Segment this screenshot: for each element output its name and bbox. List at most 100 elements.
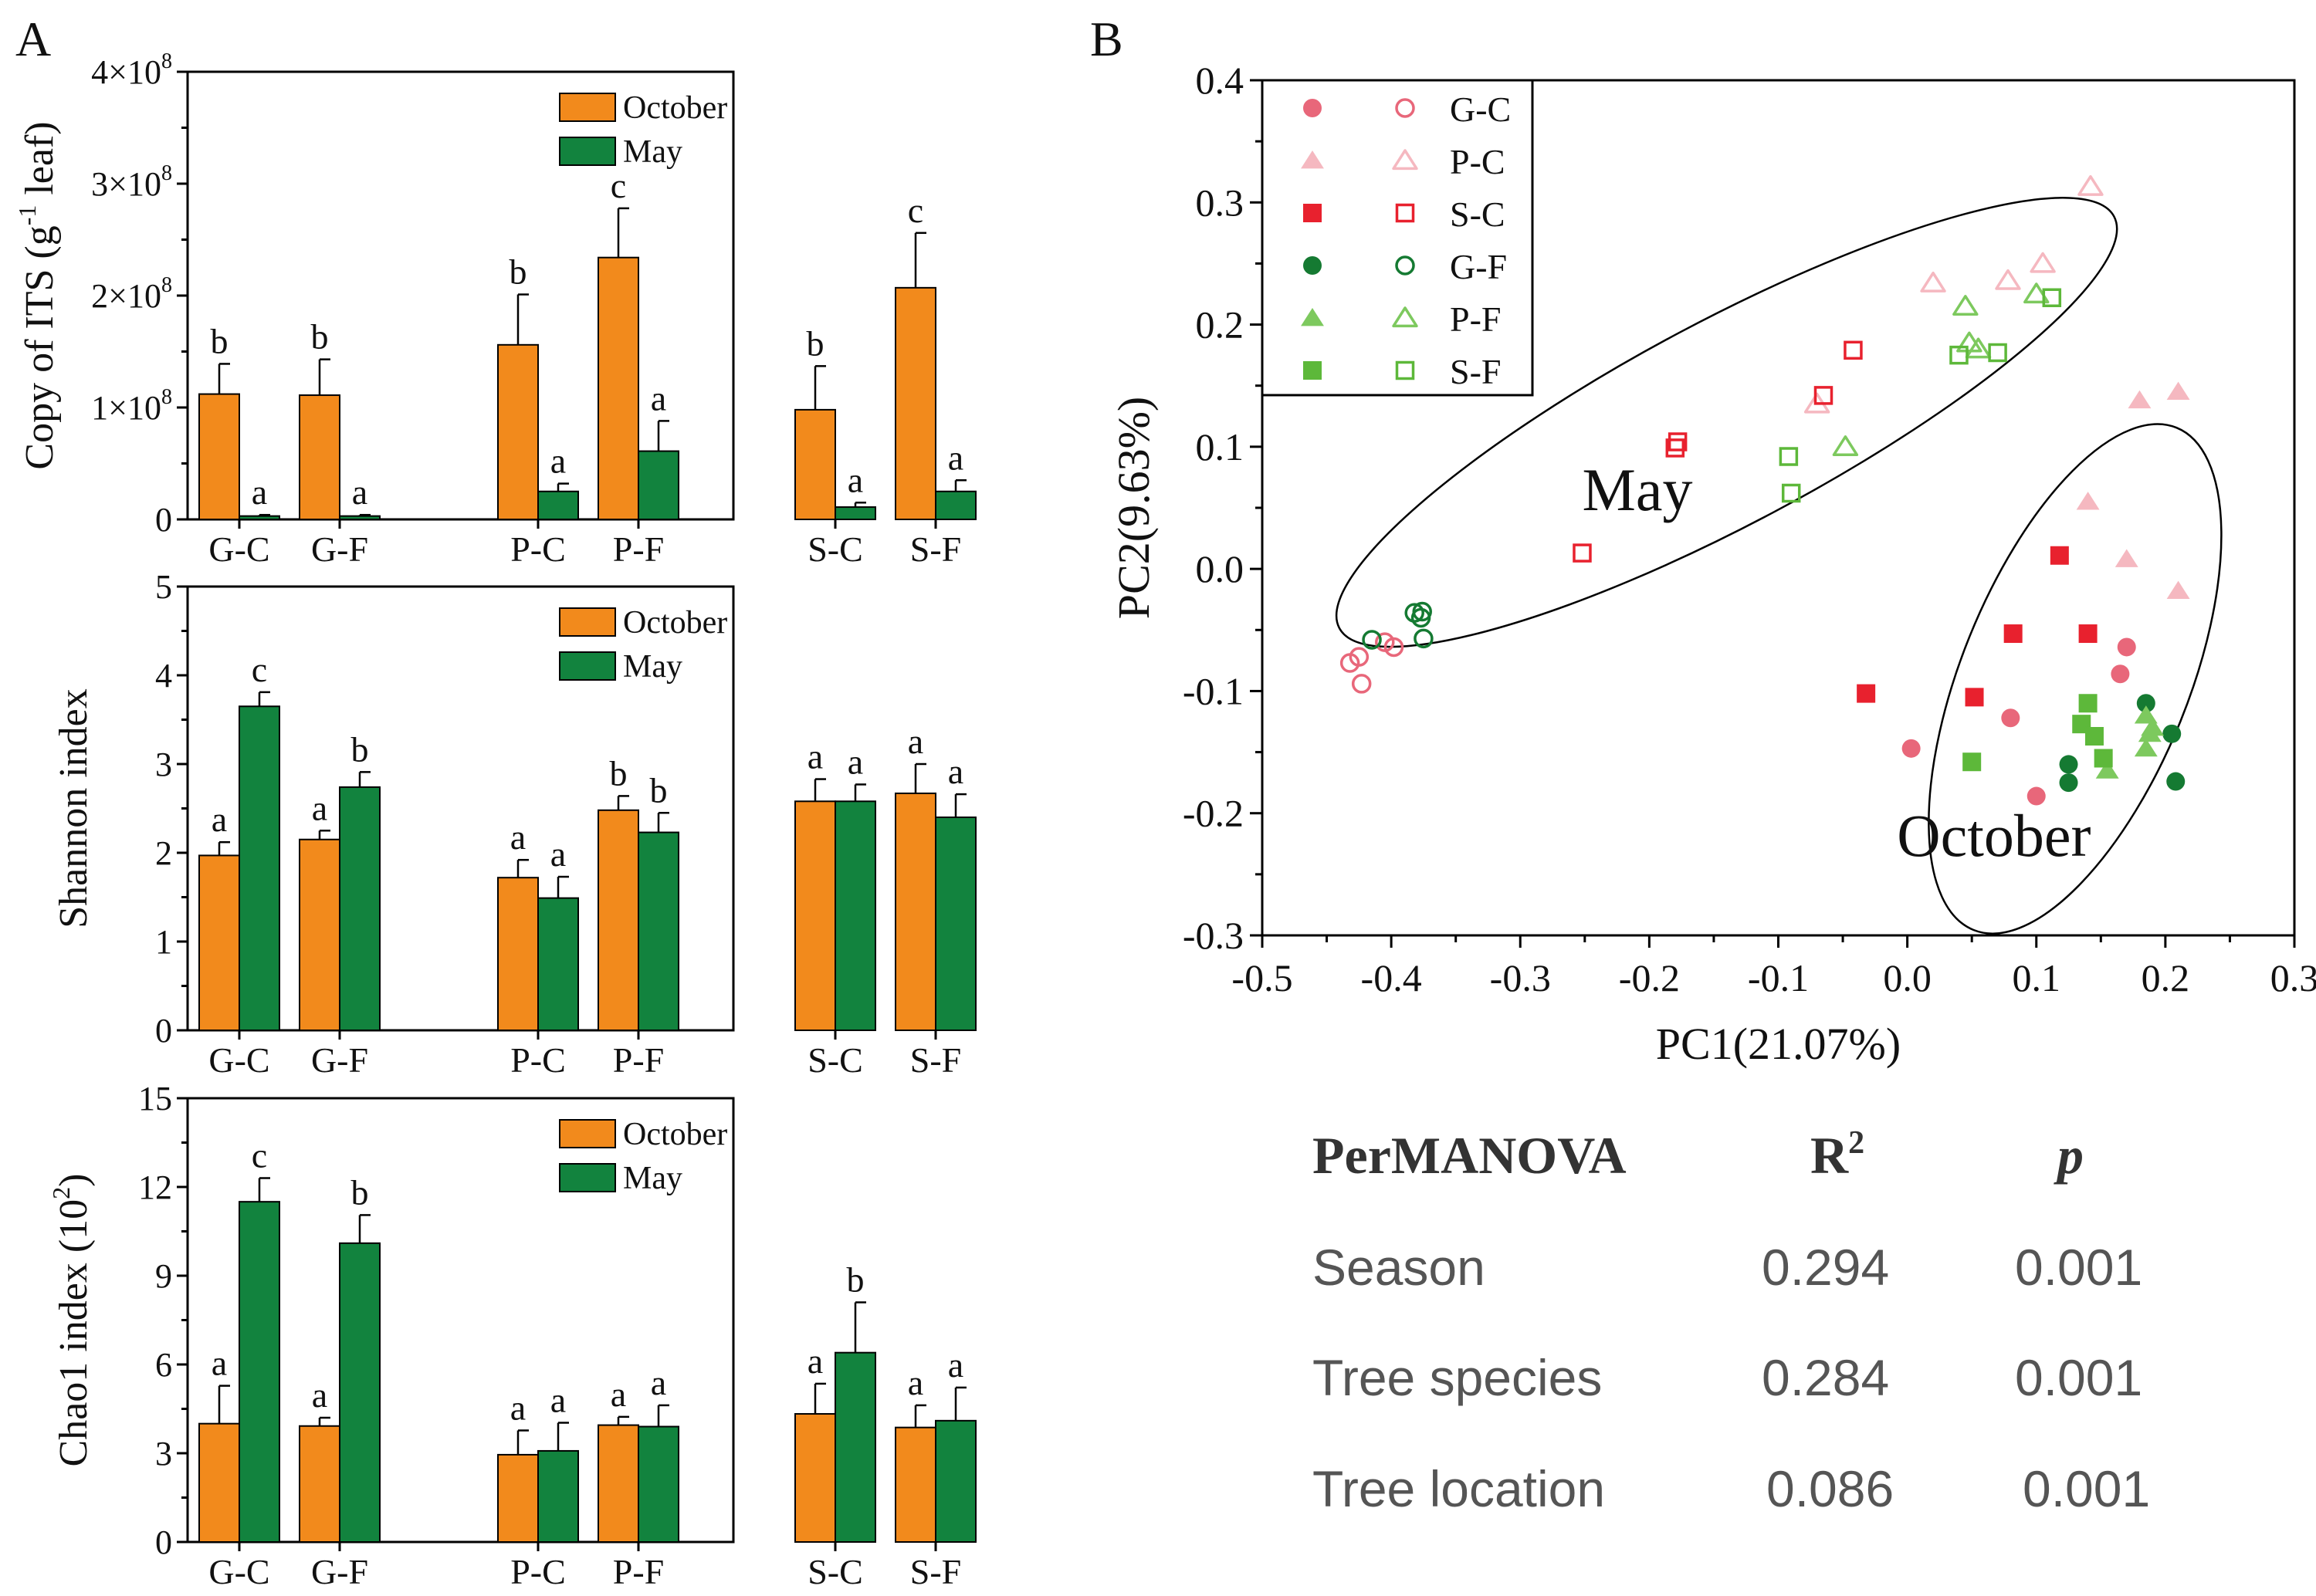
pca-y-tick-label: -0.3 [1183, 914, 1244, 957]
its-y-axis-label: Copy of ITS (g-1 leaf) [13, 121, 62, 469]
point-s-c-october [2003, 624, 2023, 644]
point-g-c-may [1351, 674, 1372, 694]
its-x-tick-label: G-C [208, 529, 269, 569]
chao1-bar-G-F-october [299, 1425, 340, 1543]
pca-y-tick-label: 0.3 [1196, 181, 1244, 224]
point-p-c-may [1995, 269, 2021, 290]
chao1-significance-letter: a [948, 1345, 963, 1385]
shannon-legend-swatch-may [559, 651, 616, 681]
chao1-significance-letter: b [351, 1172, 369, 1212]
chao1-legend-label-may: May [623, 1161, 682, 1196]
pca-x-tick-label: -0.3 [1490, 956, 1551, 999]
shannon-bar-P-C-october [497, 877, 539, 1031]
table-header-p: p [2054, 1126, 2084, 1185]
point-s-c-may [1668, 432, 1688, 451]
its-significance-letter: a [651, 378, 666, 418]
shannon-y-tick-label: 2 [155, 834, 172, 872]
point-s-c-october [2050, 546, 2069, 565]
point-s-c-may [1844, 340, 1863, 360]
table-row-location-p: 0.001 [2023, 1460, 2150, 1517]
point-p-f-october [2134, 738, 2158, 757]
pca-scatter-chart: -0.5 -0.4 -0.3 -0.2 -0.1 0.0 0.1 0.2 0.3 -0.3 -0.2… [1109, 59, 2316, 1069]
chao1-y-axis-label: Chao1 index (102) [47, 1174, 96, 1467]
panel-label-a: A [15, 12, 51, 66]
pca-x-tick-label: -0.1 [1748, 956, 1809, 999]
shannon-x-tick-label: P-C [510, 1040, 566, 1080]
point-p-f-may [1952, 295, 1979, 316]
its-y-tick-exponent: 8 [161, 161, 172, 185]
point-p-f-may [2023, 282, 2050, 304]
pca-x-tick-label: 0.2 [2142, 956, 2190, 999]
pca-x-tick-label: 0.0 [1883, 956, 1932, 999]
pca-x-tick-label: -0.5 [1231, 956, 1292, 999]
table-row-species-r2: 0.284 [1762, 1349, 1889, 1406]
pca-y-tick-label: 0.1 [1196, 425, 1244, 468]
shannon-y-axis-label-main: Shannon index [52, 688, 96, 928]
its-legend-label-october: October [623, 90, 727, 126]
point-g-c-october [1901, 739, 1921, 758]
shannon-x-tick-label: G-C [208, 1040, 269, 1080]
pca-y-tick-label: -0.1 [1183, 669, 1244, 712]
chao1-significance-letter: a [550, 1381, 566, 1420]
shannon-x-tick-label: G-F [311, 1040, 368, 1080]
shannon-significance-letter: a [212, 800, 227, 839]
its-significance-letter: a [352, 472, 367, 512]
point-s-f-may [1779, 447, 1799, 466]
point-p-c-october [2166, 580, 2190, 600]
point-p-f-may [1965, 337, 1992, 359]
its-significance-letter: a [848, 460, 863, 499]
shannon-significance-letter: c [252, 650, 267, 689]
point-p-c-may [2077, 174, 2104, 196]
shannon-bar-G-C-october [198, 854, 240, 1031]
its-significance-letter: b [211, 321, 229, 360]
chao1-y-axis-label-main: Chao1 index (10 [52, 1199, 96, 1467]
pca-x-tick-label: -0.4 [1361, 956, 1422, 999]
point-s-f-may [2042, 288, 2062, 307]
shannon-x-tick-label: S-C [808, 1040, 863, 1080]
chao1-bar-G-C-october [198, 1422, 240, 1543]
shannon-significance-letter: b [610, 753, 628, 793]
shannon-legend-swatch-october [559, 607, 616, 637]
pca-legend-box [1261, 79, 1534, 397]
its-bar-P-F-october [598, 256, 639, 520]
pca-legend-marker-p-c-filled [1301, 150, 1324, 169]
chao1-legend-label-october: October [623, 1117, 727, 1152]
chao1-legend-swatch-may [559, 1163, 616, 1192]
pca-legend-label-g-f: G-F [1450, 247, 1507, 286]
its-significance-letter: a [252, 472, 267, 512]
its-bar-P-F-may [638, 450, 679, 520]
its-y-tick-label: 1×108 [91, 385, 172, 427]
point-p-f-october [2138, 723, 2162, 742]
chao1-bar-S-C-may [835, 1351, 876, 1543]
its-x-tick-label: P-C [510, 529, 566, 569]
shannon-y-tick-label: 1 [155, 923, 172, 961]
point-p-c-october [2115, 549, 2138, 567]
chao1-significance-letter: c [252, 1136, 267, 1175]
its-bar-G-F-may [339, 515, 381, 521]
its-y-axis-label-main: Copy of ITS (g [18, 225, 62, 469]
chao1-bar-P-C-october [497, 1453, 539, 1543]
pca-legend-marker-p-f-filled [1301, 308, 1324, 326]
annotation-may: May [1582, 456, 1692, 523]
shannon-bar-S-F-may [935, 817, 977, 1031]
chao1-bar-G-C-may [239, 1201, 280, 1543]
shannon-y-axis-label: Shannon index [52, 688, 96, 928]
shannon-significance-letter: a [550, 834, 566, 874]
its-y-tick-exponent: 8 [161, 385, 172, 409]
its-bar-G-C-may [239, 515, 280, 521]
chao1-y-tick-label: 0 [155, 1523, 172, 1561]
chao1-significance-letter: a [312, 1375, 327, 1415]
point-p-f-may [1832, 435, 1859, 457]
chao1-y-axis-label-tail: ) [52, 1174, 96, 1187]
point-g-f-october [2059, 773, 2078, 793]
its-legend-label-may: May [623, 134, 682, 170]
point-p-c-may [2030, 252, 2056, 273]
shannon-x-tick-label: S-F [910, 1040, 961, 1080]
point-s-f-october [2094, 749, 2113, 768]
shannon-bar-S-F-october [895, 792, 936, 1031]
shannon-significance-letter: a [312, 788, 327, 827]
table-header-test: PerMANOVA [1312, 1126, 1627, 1185]
its-copy-chart: 0 1×108 2×108 3×108 4×108 Copy of ITS (g-1 le… [13, 49, 977, 569]
